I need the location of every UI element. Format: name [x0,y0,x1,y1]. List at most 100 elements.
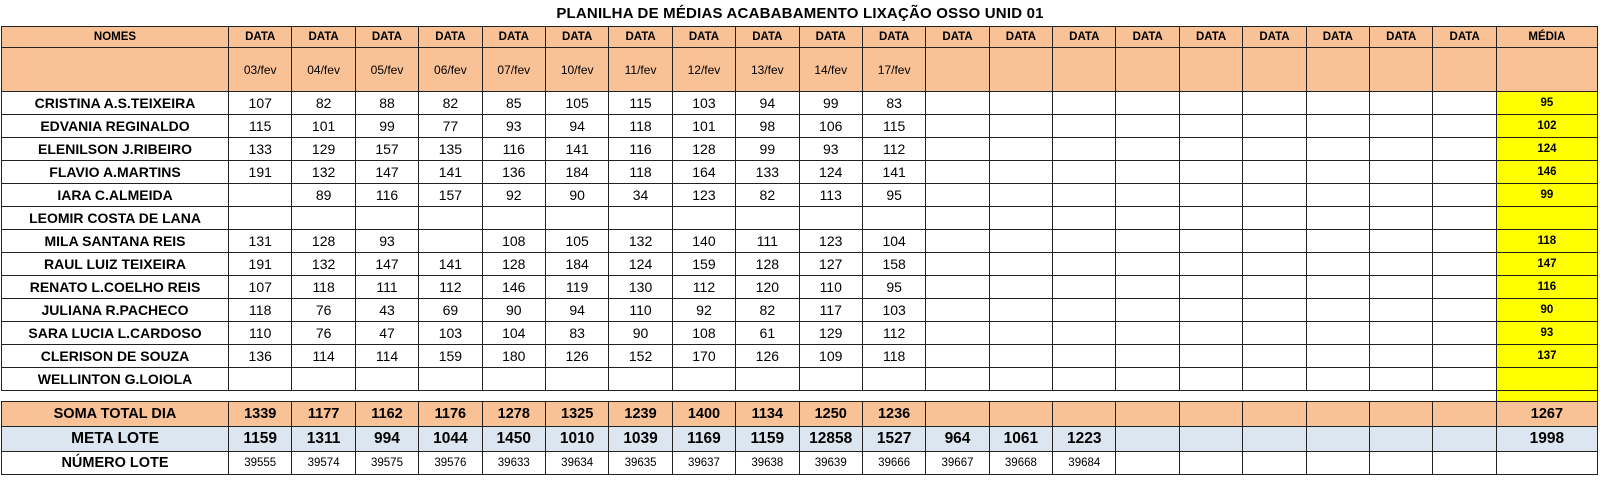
average-cell[interactable]: 93 [1495,321,1599,345]
value-cell[interactable]: 76 [291,298,356,322]
employee-name[interactable]: JULIANA R.PACHECO [0,298,230,322]
batch-number-cell[interactable] [1242,451,1307,475]
value-cell[interactable]: 111 [354,275,420,299]
value-cell[interactable]: 76 [291,321,356,345]
value-cell[interactable]: 82 [418,91,483,115]
spacer-cell[interactable] [989,390,1053,402]
spacer-cell[interactable] [291,390,356,402]
date-cell[interactable] [988,47,1054,92]
batch-number-cell[interactable]: 39637 [671,451,737,475]
value-cell[interactable]: 115 [228,114,293,138]
value-cell[interactable] [1369,367,1434,391]
date-cell[interactable]: 04/fev [291,47,356,92]
header-date[interactable]: DATA [798,26,863,48]
batch-number-label[interactable]: NÚMERO LOTE [0,451,230,475]
value-cell[interactable] [608,206,673,230]
value-cell[interactable]: 83 [544,321,610,345]
value-cell[interactable] [988,321,1054,345]
value-cell[interactable] [925,206,990,230]
value-cell[interactable] [1052,183,1117,207]
value-cell[interactable]: 108 [481,229,546,253]
header-date[interactable]: DATA [1178,26,1244,48]
employee-name[interactable]: EDVANIA REGINALDO [0,114,230,138]
value-cell[interactable] [988,137,1054,161]
value-cell[interactable] [1115,183,1180,207]
value-cell[interactable]: 140 [671,229,737,253]
value-cell[interactable]: 103 [418,321,483,345]
daily-total-average[interactable]: 1267 [1495,401,1599,427]
value-cell[interactable] [1432,137,1497,161]
value-cell[interactable] [1052,298,1117,322]
value-cell[interactable] [925,275,990,299]
daily-total-cell[interactable] [1178,401,1244,427]
value-cell[interactable] [1369,275,1434,299]
spacer-cell[interactable] [672,390,736,402]
header-date[interactable]: DATA [735,26,800,48]
date-cell[interactable] [1369,47,1434,92]
value-cell[interactable]: 112 [671,275,737,299]
batch-number-cell[interactable]: 39576 [418,451,483,475]
value-cell[interactable] [1369,183,1434,207]
value-cell[interactable] [1178,344,1244,368]
employee-name[interactable]: LEOMIR COSTA DE LANA [0,206,230,230]
value-cell[interactable]: 130 [608,275,673,299]
value-cell[interactable]: 112 [861,321,927,345]
value-cell[interactable] [1305,321,1371,345]
batch-goal-cell[interactable]: 1223 [1052,426,1117,452]
daily-total-cell[interactable]: 1400 [671,401,737,427]
value-cell[interactable]: 110 [608,298,673,322]
batch-goal-cell[interactable] [1432,426,1497,452]
value-cell[interactable]: 141 [418,160,483,184]
value-cell[interactable]: 93 [354,229,420,253]
date-cell[interactable] [1242,47,1307,92]
batch-number-cell[interactable]: 39684 [1052,451,1117,475]
batch-goal-cell[interactable] [1305,426,1371,452]
value-cell[interactable]: 118 [861,344,927,368]
average-cell[interactable]: 147 [1495,252,1599,276]
value-cell[interactable] [1178,137,1244,161]
average-cell[interactable]: 146 [1495,160,1599,184]
value-cell[interactable]: 119 [544,275,610,299]
value-cell[interactable] [988,114,1054,138]
header-date[interactable]: DATA [354,26,420,48]
value-cell[interactable]: 95 [861,275,927,299]
value-cell[interactable]: 92 [671,298,737,322]
value-cell[interactable]: 180 [481,344,546,368]
spacer-cell[interactable] [735,390,800,402]
value-cell[interactable]: 131 [228,229,293,253]
batch-goal-cell[interactable]: 1169 [671,426,737,452]
average-cell[interactable]: 118 [1495,229,1599,253]
daily-total-cell[interactable]: 1176 [418,401,483,427]
value-cell[interactable]: 94 [544,114,610,138]
value-cell[interactable] [1305,298,1371,322]
value-cell[interactable] [418,206,483,230]
value-cell[interactable]: 191 [228,160,293,184]
batch-goal-cell[interactable]: 994 [354,426,420,452]
value-cell[interactable] [988,183,1054,207]
employee-name[interactable]: FLAVIO A.MARTINS [0,160,230,184]
value-cell[interactable] [1305,344,1371,368]
batch-number-cell[interactable]: 39635 [608,451,673,475]
daily-total-cell[interactable]: 1339 [228,401,293,427]
value-cell[interactable]: 82 [735,183,800,207]
value-cell[interactable]: 88 [354,91,420,115]
batch-number-cell[interactable] [1432,451,1497,475]
value-cell[interactable]: 98 [735,114,800,138]
value-cell[interactable] [1369,229,1434,253]
date-cell[interactable]: 03/fev [228,47,293,92]
value-cell[interactable]: 89 [291,183,356,207]
value-cell[interactable] [1242,367,1307,391]
value-cell[interactable]: 123 [671,183,737,207]
value-cell[interactable] [1369,137,1434,161]
daily-total-cell[interactable]: 1177 [291,401,356,427]
value-cell[interactable]: 118 [291,275,356,299]
header-media-blank[interactable] [1495,47,1599,92]
value-cell[interactable] [798,367,863,391]
value-cell[interactable]: 164 [671,160,737,184]
value-cell[interactable]: 132 [291,252,356,276]
value-cell[interactable] [925,298,990,322]
value-cell[interactable]: 77 [418,114,483,138]
daily-total-cell[interactable]: 1239 [608,401,673,427]
date-cell[interactable]: 10/fev [544,47,610,92]
daily-total-cell[interactable] [1305,401,1371,427]
